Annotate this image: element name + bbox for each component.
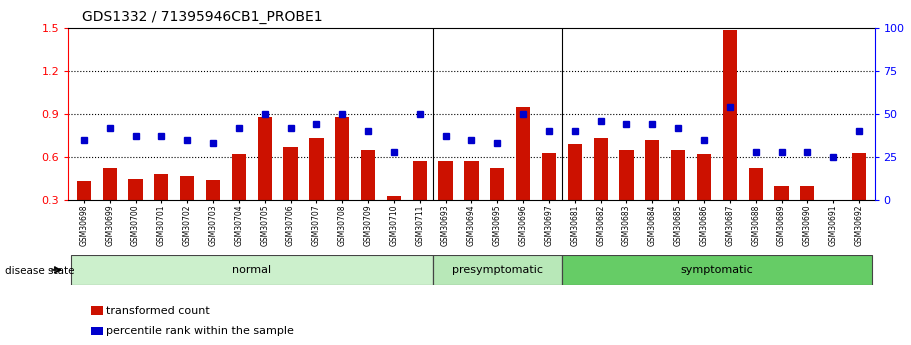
Text: transformed count: transformed count [106,306,210,315]
Text: presymptomatic: presymptomatic [452,265,543,275]
Bar [283,147,298,200]
Bar [258,117,271,200]
Bar [697,154,711,200]
Bar [77,181,91,200]
Bar [749,168,763,200]
Bar [154,174,169,200]
Bar [774,186,789,200]
Bar [413,161,427,200]
Bar [180,176,194,200]
Bar [722,30,737,200]
Bar [335,117,349,200]
Bar [800,186,814,200]
Bar [594,138,608,200]
Text: disease state: disease state [5,266,74,276]
Bar [310,138,323,200]
Bar [438,161,453,200]
Text: symptomatic: symptomatic [681,265,753,275]
Bar [490,168,505,200]
Bar [671,150,685,200]
Bar [562,255,872,285]
Bar [516,107,530,200]
Bar [619,150,633,200]
Bar [231,154,246,200]
Bar [103,168,117,200]
Bar [568,144,582,200]
Bar [465,161,478,200]
Bar [645,140,660,200]
Text: GDS1332 / 71395946CB1_PROBE1: GDS1332 / 71395946CB1_PROBE1 [82,10,322,24]
Bar [542,152,556,200]
Bar [206,180,220,200]
Bar [852,152,866,200]
Text: percentile rank within the sample: percentile rank within the sample [106,326,293,336]
Bar [128,179,143,200]
Bar [387,196,401,200]
Bar [71,255,433,285]
Text: normal: normal [232,265,271,275]
Bar [433,255,562,285]
Bar [361,150,375,200]
Bar [826,200,840,203]
